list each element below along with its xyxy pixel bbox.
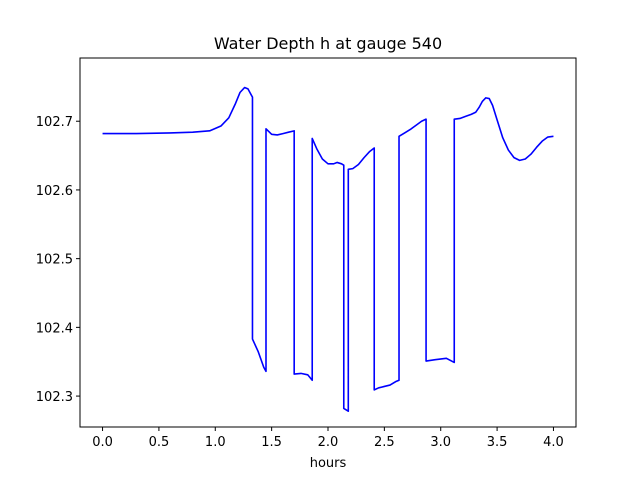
x-axis-title: hours <box>310 456 347 471</box>
x-axis-ticks: 0.0 0.5 1.0 1.5 2.0 2.5 3.0 3.5 4.0 <box>92 427 564 450</box>
x-tick-label: 0.5 <box>149 435 170 450</box>
y-tick-label: 102.6 <box>36 184 73 199</box>
x-tick-label: 1.0 <box>205 435 226 450</box>
y-axis-ticks: 102.3 102.4 102.5 102.6 102.7 <box>36 115 80 405</box>
x-tick-label: 2.5 <box>374 435 395 450</box>
y-tick-label: 102.4 <box>36 321 73 336</box>
x-tick-label: 3.0 <box>430 435 451 450</box>
x-tick-label: 3.5 <box>487 435 508 450</box>
x-tick-label: 1.5 <box>261 435 282 450</box>
x-tick-label: 4.0 <box>543 435 564 450</box>
plot-frame <box>79 57 577 428</box>
x-tick-label: 2.0 <box>318 435 339 450</box>
y-tick-label: 102.7 <box>36 115 73 130</box>
y-tick-label: 102.3 <box>36 390 73 405</box>
chart-title: Water Depth h at gauge 540 <box>214 34 442 53</box>
x-tick-label: 0.0 <box>92 435 113 450</box>
y-tick-label: 102.5 <box>36 253 73 268</box>
series-line <box>102 86 554 413</box>
